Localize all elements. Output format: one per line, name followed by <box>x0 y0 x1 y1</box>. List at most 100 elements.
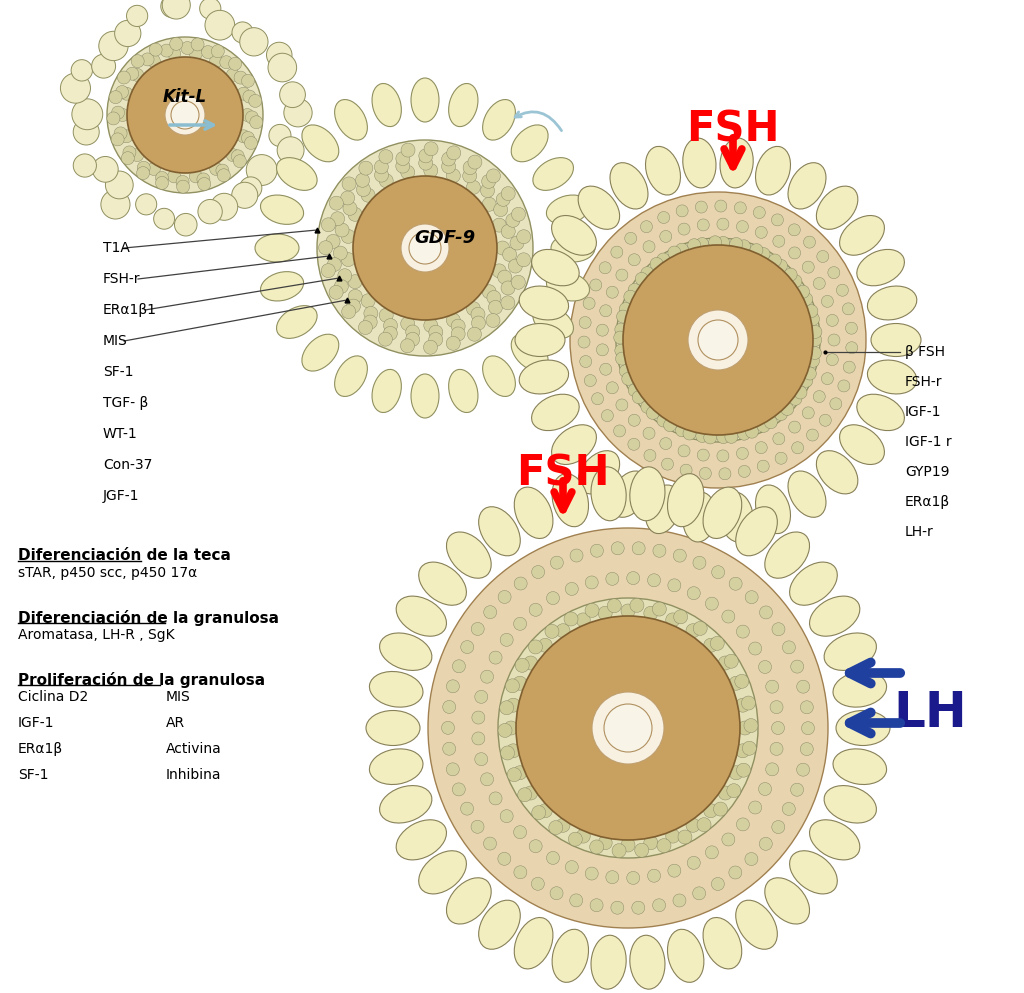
Circle shape <box>481 175 496 189</box>
Ellipse shape <box>276 158 317 191</box>
Circle shape <box>341 191 354 205</box>
Ellipse shape <box>532 306 573 339</box>
Circle shape <box>687 856 700 869</box>
Circle shape <box>643 427 655 439</box>
Circle shape <box>361 294 375 308</box>
Ellipse shape <box>446 878 492 924</box>
Circle shape <box>375 168 388 182</box>
Circle shape <box>583 297 595 310</box>
Circle shape <box>688 238 700 251</box>
Circle shape <box>784 268 797 281</box>
Circle shape <box>759 837 772 850</box>
Circle shape <box>813 277 825 289</box>
Ellipse shape <box>579 186 620 229</box>
Circle shape <box>482 198 497 212</box>
Circle shape <box>487 291 501 305</box>
Circle shape <box>358 161 373 175</box>
Ellipse shape <box>756 485 791 533</box>
Circle shape <box>650 257 664 270</box>
Circle shape <box>364 307 378 321</box>
Text: FSH: FSH <box>516 452 609 494</box>
Circle shape <box>346 299 360 313</box>
Circle shape <box>809 326 822 339</box>
Circle shape <box>641 267 654 280</box>
Circle shape <box>749 642 762 655</box>
Circle shape <box>493 218 506 232</box>
Circle shape <box>176 180 189 194</box>
Circle shape <box>461 640 474 653</box>
Circle shape <box>506 679 519 693</box>
Circle shape <box>120 130 133 143</box>
Circle shape <box>483 606 497 619</box>
Circle shape <box>494 203 508 216</box>
Ellipse shape <box>836 711 890 746</box>
Circle shape <box>736 744 750 758</box>
Circle shape <box>647 574 660 587</box>
Circle shape <box>686 624 700 638</box>
Circle shape <box>510 236 524 250</box>
Circle shape <box>211 194 238 220</box>
Circle shape <box>150 43 162 57</box>
Text: Kit-L: Kit-L <box>163 88 207 106</box>
Ellipse shape <box>788 471 826 517</box>
Circle shape <box>737 427 751 440</box>
Ellipse shape <box>419 851 466 894</box>
Circle shape <box>121 152 134 165</box>
Circle shape <box>453 782 465 796</box>
Circle shape <box>807 429 818 441</box>
Circle shape <box>600 363 611 375</box>
Circle shape <box>348 275 362 289</box>
Circle shape <box>592 692 664 764</box>
Circle shape <box>334 279 348 294</box>
Text: LH-r: LH-r <box>905 525 934 539</box>
Circle shape <box>621 838 635 852</box>
Circle shape <box>738 466 751 478</box>
Circle shape <box>621 604 635 618</box>
Ellipse shape <box>765 532 810 578</box>
Text: GDF-9: GDF-9 <box>415 229 475 247</box>
Ellipse shape <box>302 125 339 162</box>
Ellipse shape <box>867 286 916 320</box>
Circle shape <box>243 90 256 103</box>
Text: ERα1β1: ERα1β1 <box>103 303 157 317</box>
Circle shape <box>745 591 758 604</box>
Circle shape <box>137 161 151 174</box>
Ellipse shape <box>482 355 515 396</box>
Text: FSH-r: FSH-r <box>905 375 942 389</box>
Circle shape <box>210 163 222 176</box>
Circle shape <box>809 334 821 347</box>
Ellipse shape <box>372 369 401 412</box>
Circle shape <box>693 556 706 569</box>
Circle shape <box>611 246 623 258</box>
Text: Aromatasa, LH-R , SgK: Aromatasa, LH-R , SgK <box>18 628 175 642</box>
Circle shape <box>750 243 763 256</box>
Circle shape <box>127 57 243 173</box>
Circle shape <box>471 820 484 833</box>
Circle shape <box>712 566 725 579</box>
Circle shape <box>483 837 497 850</box>
Circle shape <box>703 803 718 817</box>
Circle shape <box>647 869 660 882</box>
Circle shape <box>511 275 525 289</box>
Ellipse shape <box>720 493 754 542</box>
Circle shape <box>736 625 750 638</box>
Circle shape <box>383 327 397 341</box>
Circle shape <box>468 155 482 169</box>
Ellipse shape <box>610 163 648 209</box>
Circle shape <box>570 192 866 488</box>
Circle shape <box>498 270 512 284</box>
Circle shape <box>501 296 515 310</box>
Ellipse shape <box>735 901 777 949</box>
Circle shape <box>471 623 484 636</box>
Circle shape <box>118 71 130 84</box>
Circle shape <box>687 587 700 600</box>
Circle shape <box>688 310 748 370</box>
Circle shape <box>114 127 127 140</box>
Circle shape <box>498 724 512 738</box>
Circle shape <box>821 372 834 384</box>
Text: ERα1β: ERα1β <box>905 495 950 509</box>
Circle shape <box>676 424 688 437</box>
Circle shape <box>328 257 341 271</box>
Circle shape <box>613 425 626 437</box>
Circle shape <box>600 305 611 317</box>
